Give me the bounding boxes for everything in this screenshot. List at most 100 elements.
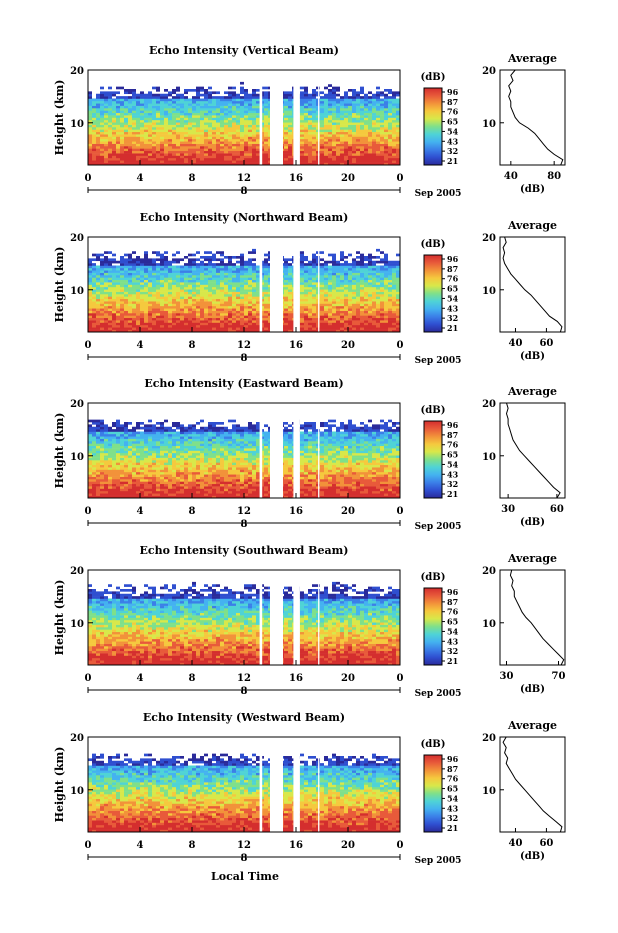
heatmap-cell [88, 106, 92, 109]
heatmap-cell [184, 113, 188, 116]
heatmap-cell [320, 306, 324, 309]
heatmap-cell [232, 146, 236, 149]
heatmap-cell [208, 301, 212, 304]
heatmap-cell [372, 122, 376, 125]
heatmap [88, 82, 400, 165]
heatmap-cell [336, 151, 340, 154]
heatmap-cell [396, 118, 400, 121]
heatmap-cell [100, 94, 104, 97]
heatmap-cell [392, 91, 396, 94]
heatmap-cell [228, 87, 232, 90]
heatmap-cell [240, 313, 244, 316]
heatmap-cell [348, 153, 352, 156]
heatmap-cell [304, 101, 308, 104]
heatmap-cell [320, 158, 324, 161]
heatmap-cell [388, 148, 392, 151]
heatmap-cell [364, 96, 368, 99]
heatmap-cell [264, 153, 268, 156]
heatmap-cell [132, 294, 136, 297]
heatmap-cell [344, 99, 348, 102]
heatmap-cell [200, 144, 204, 147]
heatmap-cell [264, 268, 268, 271]
heatmap-cell [300, 91, 304, 94]
heatmap-cell [136, 103, 140, 106]
heatmap-cell [156, 318, 160, 321]
heatmap-cell [132, 134, 136, 137]
heatmap-cell [96, 256, 100, 259]
heatmap-cell [148, 327, 152, 330]
heatmap-cell [372, 137, 376, 140]
heatmap-cell [380, 323, 384, 326]
heatmap-cell [288, 296, 292, 299]
heatmap-cell [112, 294, 116, 297]
heatmap-cell [304, 311, 308, 314]
heatmap-cell [396, 254, 400, 257]
heatmap-cell [120, 301, 124, 304]
heatmap-cell [92, 141, 96, 144]
heatmap-cell [356, 96, 360, 99]
heatmap-cell [368, 313, 372, 316]
heatmap-cell [116, 137, 120, 140]
heatmap-cell [120, 289, 124, 292]
heatmap-cell [320, 263, 324, 266]
heatmap-cell [372, 301, 376, 304]
heatmap-cell [104, 96, 108, 99]
heatmap-cell [356, 120, 360, 123]
heatmap-cell [152, 306, 156, 309]
heatmap-cell [224, 106, 228, 109]
heatmap-cell [108, 296, 112, 299]
heatmap-cell [356, 270, 360, 273]
heatmap-cell [392, 115, 396, 118]
heatmap-cell [212, 99, 216, 102]
heatmap-cell [224, 273, 228, 276]
heatmap-cell [300, 87, 304, 90]
heatmap-cell [136, 129, 140, 132]
heatmap-cell [128, 103, 132, 106]
profile-y-tick-label: 10 [482, 286, 496, 297]
heatmap-cell [152, 160, 156, 163]
heatmap-cell [180, 280, 184, 283]
heatmap-cell [248, 294, 252, 297]
heatmap-cell [244, 132, 248, 135]
heatmap-cell [264, 125, 268, 128]
heatmap-cell [96, 273, 100, 276]
heatmap-cell [196, 258, 200, 261]
heatmap-cell [348, 101, 352, 104]
heatmap-cell [152, 144, 156, 147]
heatmap-cell [196, 153, 200, 156]
heatmap-cell [148, 277, 152, 280]
heatmap-cell [396, 280, 400, 283]
heatmap-cell [264, 115, 268, 118]
heatmap-cell [96, 296, 100, 299]
heatmap-cell [224, 160, 228, 163]
heatmap-cell [340, 141, 344, 144]
heatmap-cell [236, 301, 240, 304]
heatmap-cell [388, 151, 392, 154]
heatmap-cell [224, 311, 228, 314]
heatmap-cell [184, 289, 188, 292]
heatmap-cell [120, 275, 124, 278]
heatmap-cell [96, 110, 100, 113]
heatmap-cell [188, 118, 192, 121]
heatmap-cell [148, 311, 152, 314]
colorbar-tick-label: 65 [447, 117, 458, 127]
heatmap-cell [284, 285, 288, 288]
heatmap-cell [360, 277, 364, 280]
heatmap-cell [132, 151, 136, 154]
heatmap-cell [376, 141, 380, 144]
heatmap-cell [352, 289, 356, 292]
heatmap-cell [376, 285, 380, 288]
heatmap-cell [368, 258, 372, 261]
heatmap-cell [164, 296, 168, 299]
heatmap-cell [204, 94, 208, 97]
heatmap-cell [132, 99, 136, 102]
heatmap-cell [392, 325, 396, 328]
heatmap-cell [224, 144, 228, 147]
heatmap-cell [112, 101, 116, 104]
heatmap-cell [92, 125, 96, 128]
heatmap-cell [124, 299, 128, 302]
heatmap-cell [352, 96, 356, 99]
heatmap-cell [156, 294, 160, 297]
heatmap-cell [208, 99, 212, 102]
heatmap-cell [384, 280, 388, 283]
